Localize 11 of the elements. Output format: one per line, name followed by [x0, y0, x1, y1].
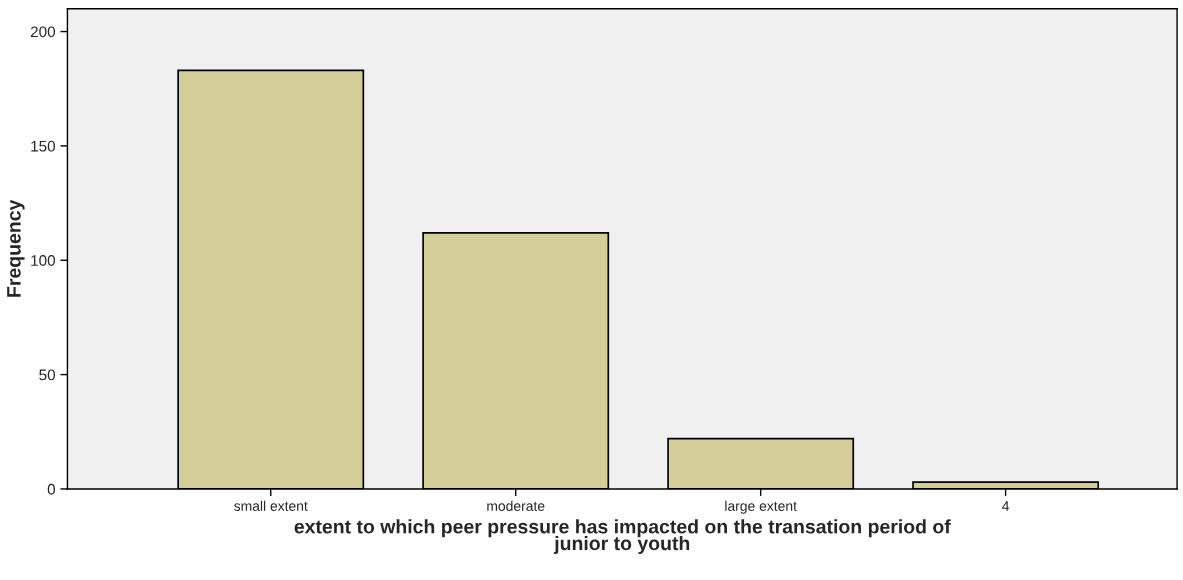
x-tick-label: large extent [725, 500, 797, 514]
y-axis-title: Frequency [7, 199, 25, 297]
y-tick-label: 150 [31, 140, 56, 152]
y-tick-label: 0 [47, 483, 56, 495]
y-tick-label: 50 [39, 369, 56, 381]
x-tick-label: 4 [1002, 501, 1010, 511]
y-tick-label: 200 [30, 26, 56, 38]
x-tick-label: moderate [487, 500, 545, 511]
y-tick-label: 100 [31, 255, 56, 266]
x-axis-title: extent to which peer pressure has impacted on the transation period of junior to youth [294, 519, 951, 555]
x-tick-label: small extent [234, 500, 308, 511]
